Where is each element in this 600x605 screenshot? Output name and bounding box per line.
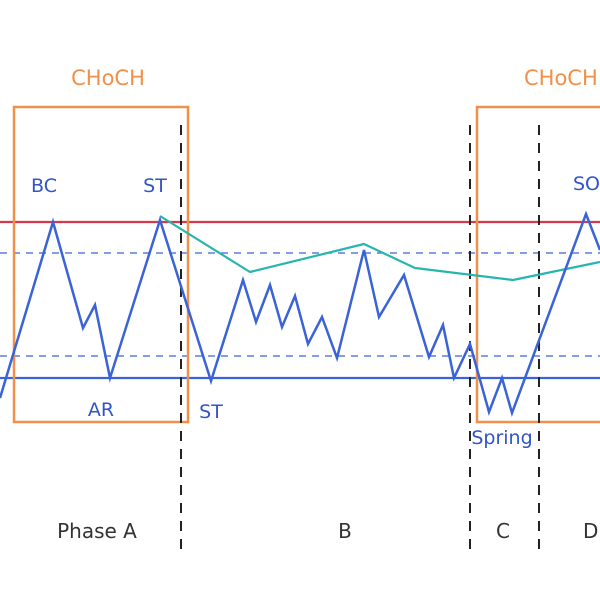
choch-label-left: CHoCH	[71, 66, 145, 90]
phase-label-c: C	[496, 519, 510, 543]
choch-label-right: CHoCH	[524, 66, 598, 90]
choch-box-left	[12, 105, 190, 424]
choch-box-right	[475, 105, 600, 424]
label-st-bottom: ST	[199, 401, 223, 423]
label-bc: BC	[31, 175, 57, 197]
label-ar: AR	[88, 399, 114, 421]
phase-label-a: Phase A	[57, 519, 137, 543]
phase-label-b: B	[338, 519, 352, 543]
price-path	[0, 210, 600, 418]
trend-line	[159, 215, 600, 282]
label-sos: SOS	[573, 173, 600, 195]
phase-label-d: D	[583, 519, 598, 543]
label-st-top: ST	[143, 175, 167, 197]
label-spring: Spring	[471, 427, 532, 449]
